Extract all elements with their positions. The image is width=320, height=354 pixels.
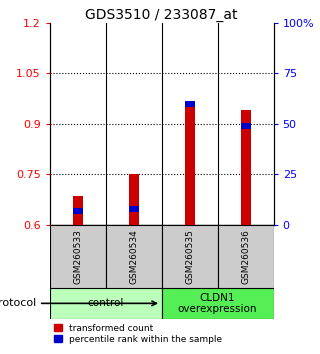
Bar: [185, 101, 195, 107]
Text: control: control: [87, 298, 124, 308]
Bar: [185, 102, 195, 225]
Bar: [241, 123, 251, 129]
Text: GSM260536: GSM260536: [241, 229, 250, 284]
Bar: [50, 288, 162, 319]
Bar: [106, 225, 162, 288]
Bar: [73, 208, 83, 214]
Bar: [129, 175, 139, 225]
Text: protocol: protocol: [0, 298, 156, 308]
Text: GSM260533: GSM260533: [73, 229, 82, 284]
Bar: [129, 206, 139, 212]
Text: GSM260535: GSM260535: [185, 229, 194, 284]
Bar: [162, 288, 274, 319]
Bar: [218, 225, 274, 288]
Legend: transformed count, percentile rank within the sample: transformed count, percentile rank withi…: [54, 324, 223, 344]
Title: GDS3510 / 233087_at: GDS3510 / 233087_at: [85, 8, 238, 22]
Bar: [162, 225, 218, 288]
Bar: [241, 110, 251, 225]
Text: CLDN1
overexpression: CLDN1 overexpression: [178, 292, 257, 314]
Bar: [50, 225, 106, 288]
Text: GSM260534: GSM260534: [129, 229, 138, 284]
Bar: [73, 196, 83, 225]
